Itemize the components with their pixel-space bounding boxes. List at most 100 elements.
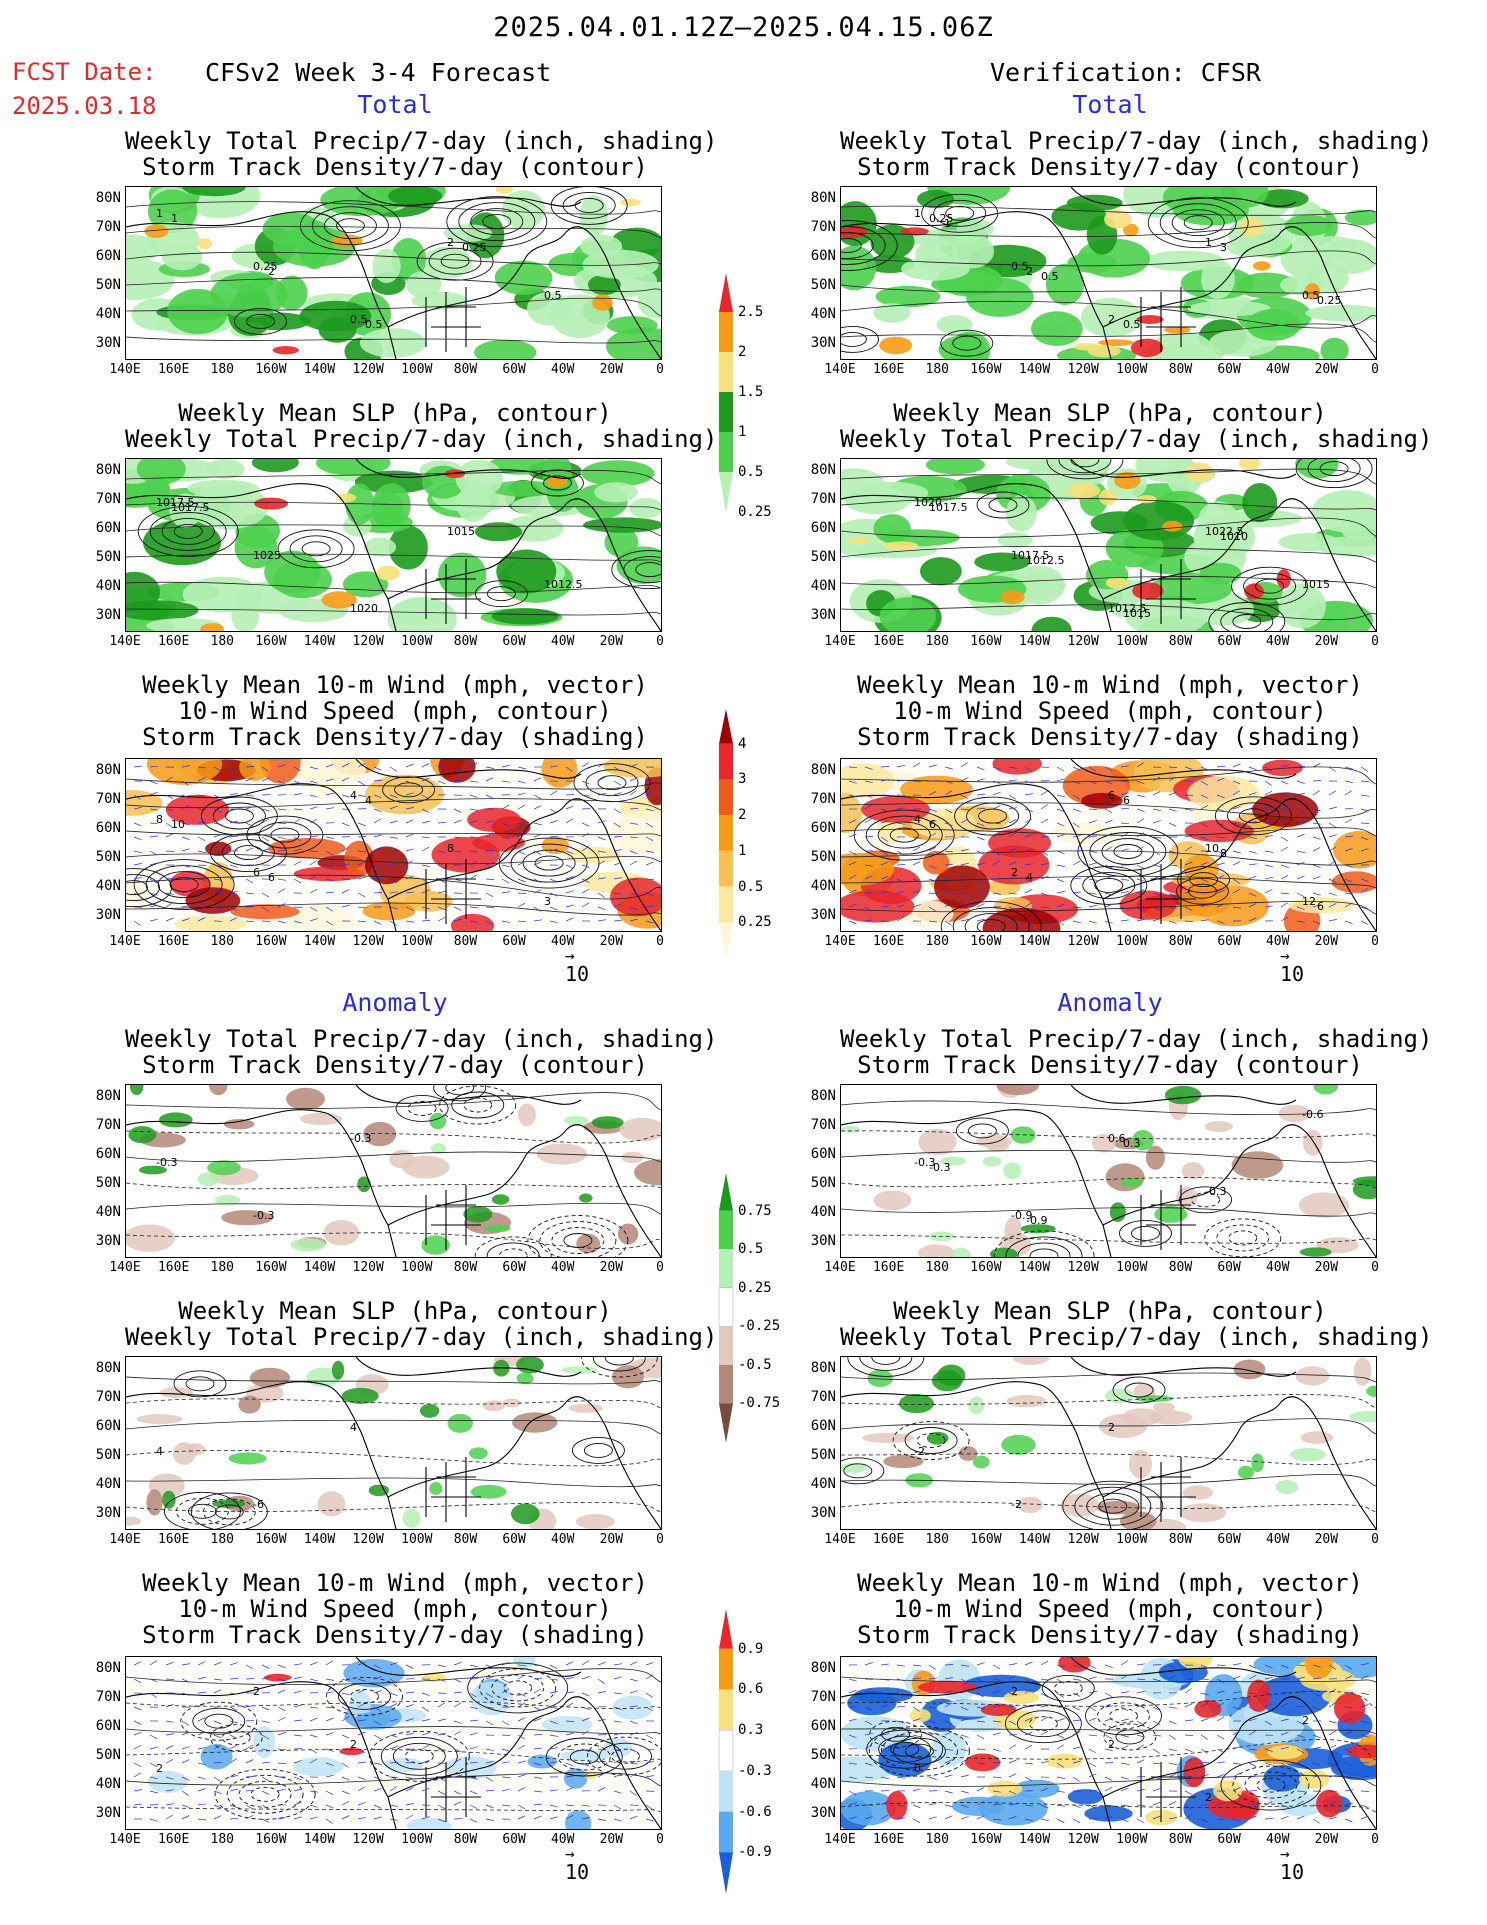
vector-reference-arrow: → bbox=[565, 1844, 575, 1863]
contour-label: 2 bbox=[350, 1738, 357, 1751]
longitude-label: 140E bbox=[824, 934, 856, 949]
longitude-label: 160E bbox=[157, 634, 190, 649]
longitude-label: 160W bbox=[255, 362, 287, 377]
longitude-label: 0 bbox=[1371, 1260, 1379, 1275]
longitude-label: 140W bbox=[303, 634, 336, 649]
verification-wind_storm-title-line-2: 10-m Wind Speed (mph, contour) bbox=[893, 697, 1327, 725]
contour-label: 2 bbox=[447, 236, 454, 249]
colorbar-label: 4 bbox=[738, 735, 747, 752]
colorbar-segment bbox=[719, 392, 733, 432]
longitude-label: 100W bbox=[401, 1260, 433, 1275]
longitude-label: 40W bbox=[1265, 1532, 1290, 1547]
latitude-label: 50N bbox=[95, 1747, 121, 1763]
longitude-label: 80W bbox=[1168, 362, 1193, 377]
longitude-label: 40W bbox=[1265, 634, 1290, 649]
latitude-label: 60N bbox=[95, 248, 121, 264]
longitude-label: 160W bbox=[255, 1260, 287, 1275]
colorbar-segment bbox=[719, 273, 733, 312]
forecast-wind_storm-title-line-3: Storm Track Density/7-day (shading) bbox=[142, 1621, 648, 1649]
colorbar-label: -0.6 bbox=[738, 1803, 772, 1820]
longitude-label: 180 bbox=[925, 1832, 949, 1847]
latitude-label: 70N bbox=[95, 219, 121, 235]
contour-label: 4 bbox=[1026, 871, 1033, 884]
longitude-label: 140W bbox=[303, 362, 336, 377]
forecast-precip_storm-title-line-2: Storm Track Density/7-day (contour) bbox=[142, 1051, 648, 1079]
latitude-label: 60N bbox=[95, 520, 121, 536]
longitude-label: 40W bbox=[550, 1532, 575, 1547]
colorbar-label: 1.5 bbox=[738, 384, 764, 400]
forecast-wind_storm-title-line-1: Weekly Mean 10-m Wind (mph, vector) bbox=[142, 671, 648, 699]
colorbar-label: 0.5 bbox=[738, 1241, 764, 1258]
longitude-label: 180 bbox=[210, 1532, 234, 1547]
verification-anom-slp_precip-map: -2 -2 2 bbox=[840, 1356, 1377, 1530]
model-title: CFSv2 Week 3-4 Forecast bbox=[205, 58, 552, 87]
longitude-label: 160E bbox=[157, 1532, 190, 1547]
longitude-label: 140W bbox=[1018, 1260, 1051, 1275]
contour-label: -0.3 bbox=[156, 1156, 177, 1169]
colorbar-segment bbox=[719, 1249, 733, 1288]
longitude-label: 0 bbox=[1371, 362, 1379, 377]
colorbar-segment bbox=[719, 779, 733, 816]
latitude-label: 40N bbox=[810, 306, 836, 322]
longitude-label: 120W bbox=[1067, 634, 1099, 649]
latitude-label: 70N bbox=[810, 791, 836, 807]
longitude-label: 20W bbox=[1314, 934, 1339, 949]
contour-label: 10 bbox=[171, 818, 185, 831]
longitude-label: 140E bbox=[109, 634, 141, 649]
map-field: 1017.5 1025 1020 1015 1012.5 1017.5 bbox=[126, 459, 661, 631]
forecast-precip_storm-title-line-1: Weekly Total Precip/7-day (inch, shading… bbox=[125, 1025, 718, 1053]
forecast-wind_storm-title-line-2: 10-m Wind Speed (mph, contour) bbox=[178, 697, 612, 725]
fcst-date-label: FCST Date: bbox=[12, 58, 157, 86]
longitude-label: 0 bbox=[1371, 1832, 1379, 1847]
contour-label: 4 bbox=[365, 794, 372, 807]
latitude-label: 80N bbox=[810, 190, 836, 206]
longitude-label: 20W bbox=[599, 634, 624, 649]
longitude-label: 160E bbox=[157, 362, 190, 377]
longitude-label: 0 bbox=[656, 1832, 664, 1847]
contour-label: 6 bbox=[253, 866, 260, 879]
contour-label: 0.5 bbox=[1041, 270, 1059, 283]
verification-wind_storm-title-line-3: Storm Track Density/7-day (shading) bbox=[857, 1621, 1363, 1649]
contour-label: 1017.5 bbox=[156, 496, 195, 509]
longitude-label: 0 bbox=[656, 634, 664, 649]
colorbar-label: 0.5 bbox=[738, 878, 764, 895]
longitude-label: 100W bbox=[401, 1832, 433, 1847]
contour-label: -0.3 bbox=[350, 1132, 371, 1145]
contour-label: 1015 bbox=[1123, 607, 1151, 620]
contour-label: 0.25 bbox=[929, 212, 954, 225]
longitude-label: 60W bbox=[502, 1260, 526, 1275]
longitude-label: 140E bbox=[824, 362, 856, 377]
colorbar-segment bbox=[719, 1326, 733, 1365]
longitude-label: 120W bbox=[352, 934, 384, 949]
colorbar-label: 0.6 bbox=[738, 1681, 764, 1698]
contour-label: 0.5 bbox=[1011, 260, 1029, 273]
longitude-label: 60W bbox=[502, 362, 526, 377]
latitude-label: 40N bbox=[95, 878, 121, 894]
contour-label: -2 bbox=[914, 1445, 925, 1458]
longitude-label: 120W bbox=[352, 1532, 384, 1547]
verification-anom-wind_storm-map: 0 2 2 2 2 bbox=[840, 1656, 1377, 1830]
latitude-label: 70N bbox=[95, 1117, 121, 1133]
contour-label: 0.25 bbox=[462, 241, 487, 254]
longitude-label: 60W bbox=[1217, 934, 1241, 949]
latitude-label: 30N bbox=[810, 1233, 836, 1249]
contour-label: 1025 bbox=[253, 549, 281, 562]
vector-reference: → 10 bbox=[565, 948, 589, 987]
longitude-label: 20W bbox=[599, 1260, 624, 1275]
latitude-label: 30N bbox=[95, 1233, 121, 1249]
colorbar-segment bbox=[719, 1403, 733, 1443]
fcst-date-value: 2025.03.18 bbox=[12, 92, 157, 120]
colorbar-segment bbox=[718, 1729, 734, 1772]
colorbar-label: 0.9 bbox=[738, 1640, 764, 1657]
latitude-label: 80N bbox=[810, 762, 836, 778]
longitude-label: 20W bbox=[1314, 1532, 1339, 1547]
colorbar-label: -0.9 bbox=[738, 1844, 772, 1861]
forecast-anom-slp_precip-map: 4 -6 4 bbox=[125, 1356, 662, 1530]
contour-label: 2 bbox=[1011, 1685, 1018, 1698]
latitude-label: 40N bbox=[810, 578, 836, 594]
forecast-wind_storm-title-line-3: Storm Track Density/7-day (shading) bbox=[142, 723, 648, 751]
latitude-label: 40N bbox=[810, 1476, 836, 1492]
longitude-label: 0 bbox=[656, 362, 664, 377]
map-field: -0.3 -0.3 -0.3 bbox=[126, 1085, 661, 1257]
